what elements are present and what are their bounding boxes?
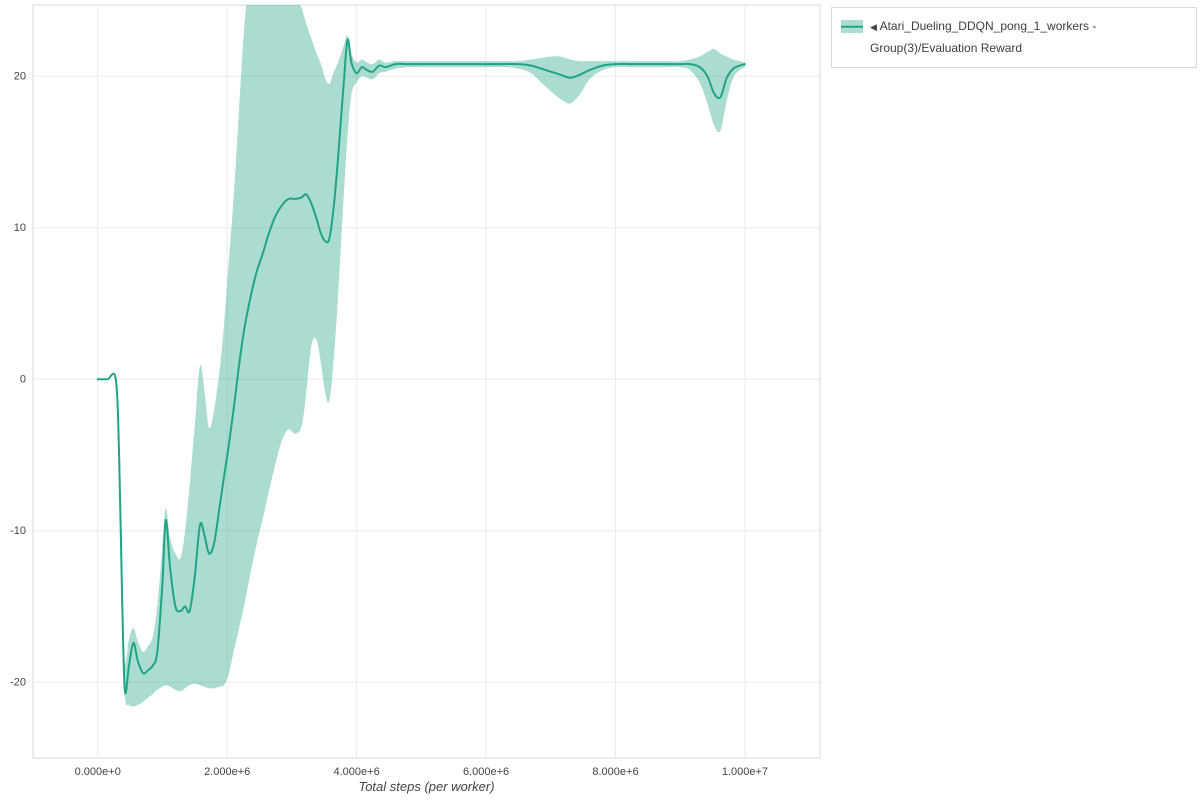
mean-line[interactable] bbox=[96, 38, 746, 695]
legend-series-name[interactable]: Atari_Dueling_DDQN_pong_1_workers - Grou… bbox=[870, 19, 1097, 55]
confidence-band bbox=[97, 5, 745, 707]
x-tick-label: 1.000e+7 bbox=[722, 766, 768, 778]
legend-collapse-icon[interactable]: ◀ bbox=[870, 22, 877, 32]
x-tick-label: 2.000e+6 bbox=[204, 766, 250, 778]
plot-border bbox=[32, 4, 821, 759]
x-tick-label: 8.000e+6 bbox=[592, 766, 638, 778]
y-tick-label: -10 bbox=[10, 525, 26, 537]
x-tick-label: 4.000e+6 bbox=[334, 766, 380, 778]
x-tick-label: 6.000e+6 bbox=[463, 766, 509, 778]
legend-swatch-icon bbox=[841, 20, 863, 33]
y-tick-label: 20 bbox=[14, 71, 26, 83]
y-tick-label: 0 bbox=[20, 374, 26, 386]
legend-series-label[interactable]: ◀ Atari_Dueling_DDQN_pong_1_workers - Gr… bbox=[870, 16, 1187, 59]
y-tick-label: 10 bbox=[14, 222, 26, 234]
legend-line-mark bbox=[841, 25, 863, 28]
x-tick-label: 0.000e+0 bbox=[75, 766, 121, 778]
y-tick-label: -20 bbox=[10, 677, 26, 689]
legend[interactable]: ◀ Atari_Dueling_DDQN_pong_1_workers - Gr… bbox=[831, 7, 1197, 69]
x-axis-title: Total steps (per worker) bbox=[358, 779, 495, 794]
